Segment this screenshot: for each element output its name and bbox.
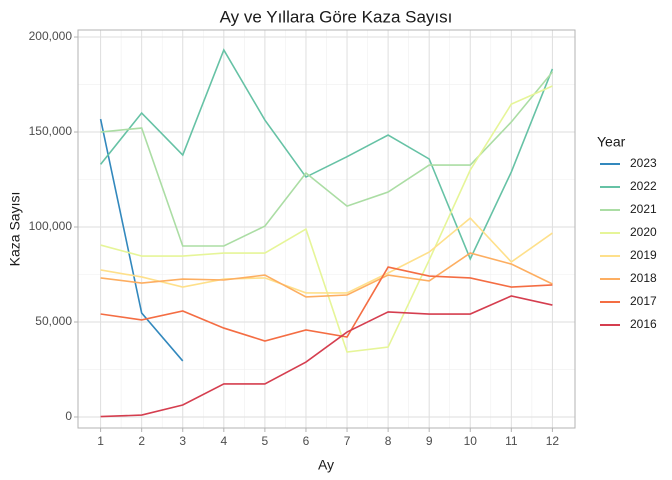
legend-label: 2022 bbox=[630, 179, 657, 193]
line bbox=[100, 295, 553, 418]
x-tick-label: 7 bbox=[344, 434, 351, 448]
x-tick-label: 10 bbox=[464, 434, 478, 448]
line bbox=[100, 266, 553, 342]
chart-title: Ay ve Yıllara Göre Kaza Sayısı bbox=[220, 7, 453, 26]
x-axis-label: Ay bbox=[318, 457, 334, 473]
y-tick-label: 50,000 bbox=[35, 314, 72, 328]
line bbox=[99, 118, 184, 362]
x-tick-label: 1 bbox=[97, 434, 104, 448]
legend-label: 2017 bbox=[630, 294, 657, 308]
x-tick-label: 5 bbox=[262, 434, 269, 448]
line bbox=[99, 48, 554, 261]
legend-label: 2020 bbox=[630, 225, 657, 239]
y-tick-label: 100,000 bbox=[29, 219, 73, 233]
y-tick-label: 200,000 bbox=[29, 29, 73, 43]
line bbox=[100, 85, 553, 353]
legend-label: 2019 bbox=[630, 248, 657, 262]
x-tick-label: 6 bbox=[303, 434, 310, 448]
y-axis-label: Kaza Sayısı bbox=[7, 192, 23, 267]
legend-label: 2018 bbox=[630, 271, 657, 285]
x-tick-label: 11 bbox=[505, 434, 518, 448]
x-tick-label: 12 bbox=[546, 434, 560, 448]
line bbox=[100, 252, 553, 298]
legend-label: 2021 bbox=[630, 202, 657, 216]
panel-border bbox=[77, 29, 576, 429]
x-tick-label: 3 bbox=[179, 434, 186, 448]
legend-title: Year bbox=[597, 134, 626, 150]
x-tick-label: 4 bbox=[220, 434, 227, 448]
x-tick-label: 9 bbox=[426, 434, 433, 448]
legend-label: 2016 bbox=[630, 317, 657, 331]
y-tick-label: 0 bbox=[65, 409, 72, 423]
x-tick-label: 2 bbox=[138, 434, 145, 448]
legend-label: 2023 bbox=[630, 156, 657, 170]
line bbox=[100, 216, 553, 294]
y-tick-label: 150,000 bbox=[29, 124, 73, 138]
x-tick-label: 8 bbox=[385, 434, 392, 448]
